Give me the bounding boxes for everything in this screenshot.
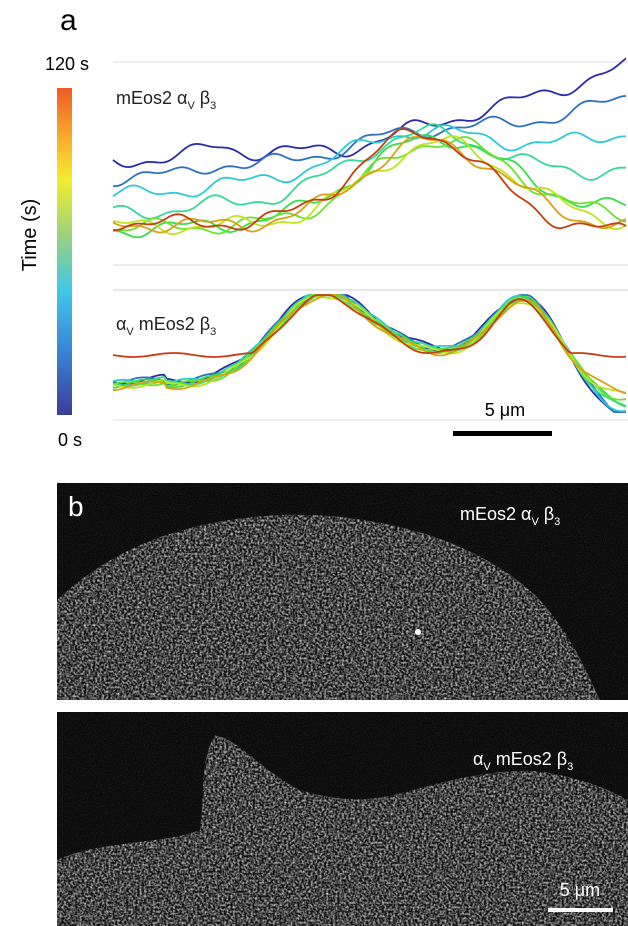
label-part: mEos2 α	[460, 504, 531, 524]
scale-bar	[453, 431, 552, 436]
image-label: αV mEos2 β3	[473, 749, 573, 773]
trace	[112, 123, 626, 220]
trace	[112, 136, 627, 235]
cell	[57, 735, 628, 926]
trace	[112, 95, 627, 188]
trace-label: αV mEos2 β3	[116, 314, 216, 338]
cell	[57, 514, 600, 700]
colorbar	[57, 88, 72, 415]
trace	[112, 296, 627, 394]
subscript: 3	[210, 100, 216, 112]
label-part: mEos2 β	[491, 749, 567, 769]
traces-top	[112, 57, 627, 239]
colorbar-min-label: 0 s	[58, 430, 82, 450]
scale-bar	[548, 908, 613, 912]
trace-label: mEos2 αV β3	[116, 88, 216, 112]
trace	[112, 124, 626, 198]
trace	[112, 294, 627, 413]
trace	[112, 57, 627, 169]
subscript: 3	[567, 761, 573, 773]
label-part: β	[195, 88, 210, 108]
trace	[112, 294, 627, 395]
bright-spot	[415, 629, 421, 635]
panel-label: b	[68, 491, 84, 522]
label-part: α	[473, 749, 483, 769]
trace	[112, 294, 627, 358]
label-part: α	[116, 314, 126, 334]
scale-bar-label: 5 μm	[560, 880, 600, 900]
traces-bottom	[112, 294, 627, 413]
subscript: V	[187, 100, 195, 112]
trace	[112, 136, 627, 234]
subscript: V	[531, 516, 539, 528]
scale-bar-label: 5 μm	[485, 400, 525, 420]
subscript: V	[126, 326, 134, 338]
subscript: 3	[210, 326, 216, 338]
colorbar-title: Time (s)	[19, 199, 41, 272]
colorbar-max-label: 120 s	[45, 54, 89, 74]
trace	[112, 135, 627, 236]
image-label: mEos2 αV β3	[460, 504, 560, 528]
subscript: V	[483, 761, 491, 773]
trace	[112, 134, 627, 239]
trace	[112, 128, 627, 232]
subscript: 3	[554, 516, 560, 528]
label-part: mEos2 α	[116, 88, 187, 108]
label-part: β	[539, 504, 554, 524]
label-part: mEos2 β	[134, 314, 210, 334]
panel-label: a	[60, 4, 77, 37]
